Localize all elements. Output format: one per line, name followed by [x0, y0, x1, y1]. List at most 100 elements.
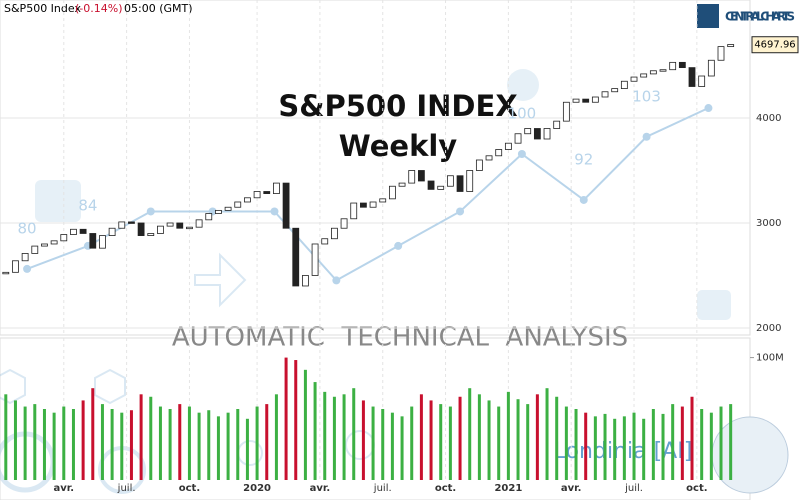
volume-bar — [642, 418, 646, 480]
candle-body — [369, 201, 377, 208]
volume-bar — [236, 409, 240, 480]
volume-bar — [342, 394, 346, 480]
candle-body — [678, 61, 686, 69]
sentiment-point — [394, 241, 403, 250]
candle-body — [688, 67, 696, 87]
volume-bar — [516, 399, 520, 480]
candle-body — [282, 182, 290, 229]
volume-bar — [564, 406, 568, 480]
candle-body — [340, 218, 348, 229]
candle-body — [591, 96, 599, 103]
time: 05:00 (GMT) — [124, 2, 193, 15]
candle-body — [640, 73, 648, 78]
sentiment-point — [456, 207, 465, 216]
candle-body — [456, 175, 464, 192]
candle-body — [195, 219, 203, 228]
volume-bar — [448, 406, 452, 480]
volume-bar — [651, 409, 655, 480]
candle-body — [311, 243, 319, 276]
candle-body — [273, 182, 280, 194]
candle-body — [707, 59, 715, 77]
x-tick-label: avr. — [53, 483, 74, 494]
volume-bar — [178, 404, 182, 480]
candle-body — [79, 228, 87, 234]
volume-bar — [265, 404, 269, 480]
candle-body — [350, 202, 358, 220]
volume-bar — [487, 400, 491, 480]
candle-body — [360, 202, 367, 208]
volume-bar — [187, 406, 191, 480]
candle-body — [698, 75, 706, 87]
candle-body — [21, 253, 29, 262]
volume-bar — [168, 409, 172, 480]
candle-body — [321, 238, 329, 245]
volume-bar — [294, 360, 298, 480]
volume-bar — [110, 409, 114, 480]
last-price-label: 4697.96 — [754, 40, 795, 51]
x-tick-label: avr. — [310, 483, 331, 494]
sentiment-label: 92 — [574, 150, 593, 168]
volume-bar — [410, 406, 414, 480]
last-price-box — [751, 36, 799, 54]
candle-body — [572, 98, 580, 103]
candle-body — [137, 222, 145, 236]
volume-bar — [323, 391, 327, 480]
volume-bar — [42, 409, 46, 480]
candle-body — [41, 243, 48, 247]
x-tick-label: oct. — [686, 483, 707, 494]
sentiment-line — [26, 107, 709, 282]
volume-bar — [535, 394, 539, 480]
candle-body — [147, 233, 155, 236]
volume-bar — [632, 412, 636, 480]
volume-bar — [622, 416, 626, 480]
volume-bar — [303, 369, 307, 480]
volume-bar — [255, 406, 259, 480]
volume-bar — [603, 413, 607, 480]
volume-bar — [149, 396, 153, 480]
volume-bar — [458, 396, 462, 480]
candle-body — [649, 70, 657, 75]
candle-body — [31, 245, 39, 254]
candle-body — [186, 226, 193, 230]
volume-bar — [216, 416, 220, 480]
volume-bar — [274, 394, 278, 480]
candle-body — [205, 213, 213, 221]
volume-bar — [245, 418, 249, 480]
candle-body — [601, 91, 609, 98]
volume-bar — [400, 416, 404, 480]
volume-bar — [313, 382, 317, 480]
volume-bar — [709, 412, 713, 480]
volume-bar — [661, 413, 665, 480]
y-tick-label: 3000 — [756, 218, 781, 229]
instrument: S&P500 Index — [4, 2, 81, 15]
volume-bar — [680, 406, 684, 480]
candle-body — [388, 185, 396, 200]
brand-logo — [697, 4, 719, 28]
change: (-0.14%) — [75, 2, 123, 15]
candle-body — [2, 271, 10, 275]
sentiment-label: 103 — [632, 87, 661, 105]
candle-body — [176, 222, 184, 229]
candle-body — [12, 260, 19, 273]
candle-body — [379, 198, 387, 203]
volume-bar — [13, 400, 17, 480]
volume-bar — [226, 412, 230, 480]
candle-body — [611, 88, 619, 93]
sentiment-point — [332, 276, 341, 285]
candle-body — [562, 101, 570, 122]
volume-bar — [574, 409, 578, 480]
candle-body — [166, 222, 174, 227]
candle-body — [89, 233, 97, 249]
volume-bar — [284, 357, 288, 480]
volume-tick-label: 100M — [756, 353, 784, 364]
watermark: AUTOMATIC TECHNICAL ANALYSIS — [172, 323, 628, 353]
candle-body — [620, 80, 628, 90]
volume-bar — [158, 406, 162, 480]
volume-bar — [371, 406, 375, 480]
volume-bar — [545, 388, 549, 480]
volume-bar — [81, 400, 85, 480]
candle-body — [543, 128, 551, 140]
candle-body — [244, 197, 251, 203]
x-tick-label: oct. — [435, 483, 456, 494]
